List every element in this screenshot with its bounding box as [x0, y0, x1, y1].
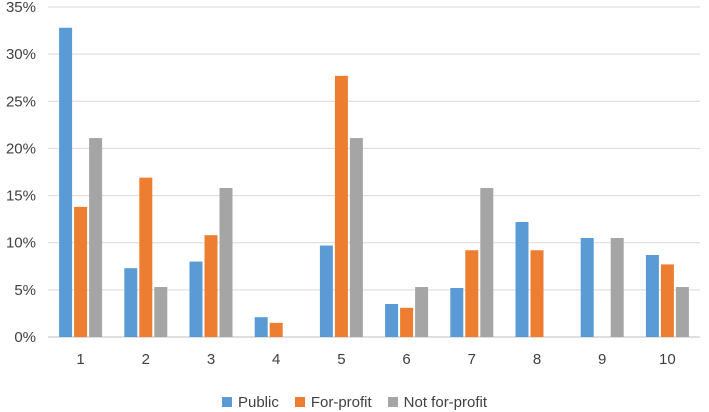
bars [59, 27, 689, 337]
bar-for-profit-10 [660, 264, 674, 337]
bar-not-for-profit-1 [89, 138, 103, 337]
y-tick-label: 20% [6, 140, 36, 157]
bar-not-for-profit-7 [480, 188, 494, 337]
y-tick-label: 30% [6, 46, 36, 63]
legend-item: Public [221, 393, 279, 411]
legend-label: Not for-profit [403, 393, 488, 411]
legend-swatch [294, 397, 305, 407]
x-tick-label: 3 [207, 351, 215, 368]
x-tick-label: 7 [468, 351, 476, 368]
bar-for-profit-5 [334, 75, 348, 337]
bar-chart: 0% 5% 10% 15% 20% 25% 30% 35% 1 2 3 4 5 6 7 8 9 10 [6, 0, 700, 368]
x-axis-tick-labels: 1 2 3 4 5 6 7 8 9 10 [76, 351, 675, 368]
bar-not-for-profit-10 [675, 287, 689, 337]
y-tick-label: 25% [6, 93, 36, 110]
y-tick-label: 15% [6, 188, 36, 205]
bar-for-profit-7 [465, 250, 479, 337]
bar-not-for-profit-5 [349, 138, 363, 337]
bar-public-7 [450, 287, 464, 337]
y-tick-label: 0% [14, 329, 36, 346]
y-tick-label: 10% [6, 235, 36, 252]
y-axis-tick-labels: 0% 5% 10% 15% 20% 25% 30% 35% [6, 0, 36, 346]
legend-swatch [387, 397, 398, 407]
bar-public-8 [515, 221, 529, 337]
bar-for-profit-3 [204, 235, 218, 337]
legend-item: Not for-profit [387, 393, 488, 411]
bar-public-2 [124, 268, 138, 337]
bar-public-4 [254, 317, 268, 337]
y-tick-label: 5% [14, 282, 36, 299]
legend-item: For-profit [294, 393, 372, 411]
bar-public-9 [580, 238, 594, 337]
bar-for-profit-1 [74, 206, 88, 337]
x-tick-label: 4 [272, 351, 280, 368]
legend-swatch [221, 397, 232, 407]
bar-for-profit-8 [530, 250, 544, 337]
x-tick-label: 2 [142, 351, 150, 368]
x-tick-label: 1 [76, 351, 84, 368]
bar-not-for-profit-6 [415, 287, 429, 337]
legend-label: Public [237, 393, 279, 411]
x-tick-label: 9 [598, 351, 606, 368]
x-tick-label: 5 [337, 351, 345, 368]
bar-public-3 [189, 261, 203, 337]
bar-not-for-profit-9 [610, 238, 624, 337]
x-tick-label: 10 [659, 351, 676, 368]
x-tick-label: 6 [402, 351, 410, 368]
bar-not-for-profit-2 [154, 287, 168, 337]
bar-public-10 [645, 254, 659, 337]
bar-public-1 [59, 27, 73, 337]
bar-for-profit-6 [400, 307, 414, 337]
bar-public-6 [385, 304, 399, 337]
bar-for-profit-2 [139, 177, 153, 337]
legend-label: For-profit [310, 393, 372, 411]
bar-public-5 [319, 245, 333, 337]
legend: Public For-profit Not for-profit [0, 392, 709, 412]
x-tick-label: 8 [533, 351, 541, 368]
y-tick-label: 35% [6, 0, 36, 16]
bar-for-profit-4 [269, 322, 283, 337]
bar-not-for-profit-3 [219, 188, 233, 337]
